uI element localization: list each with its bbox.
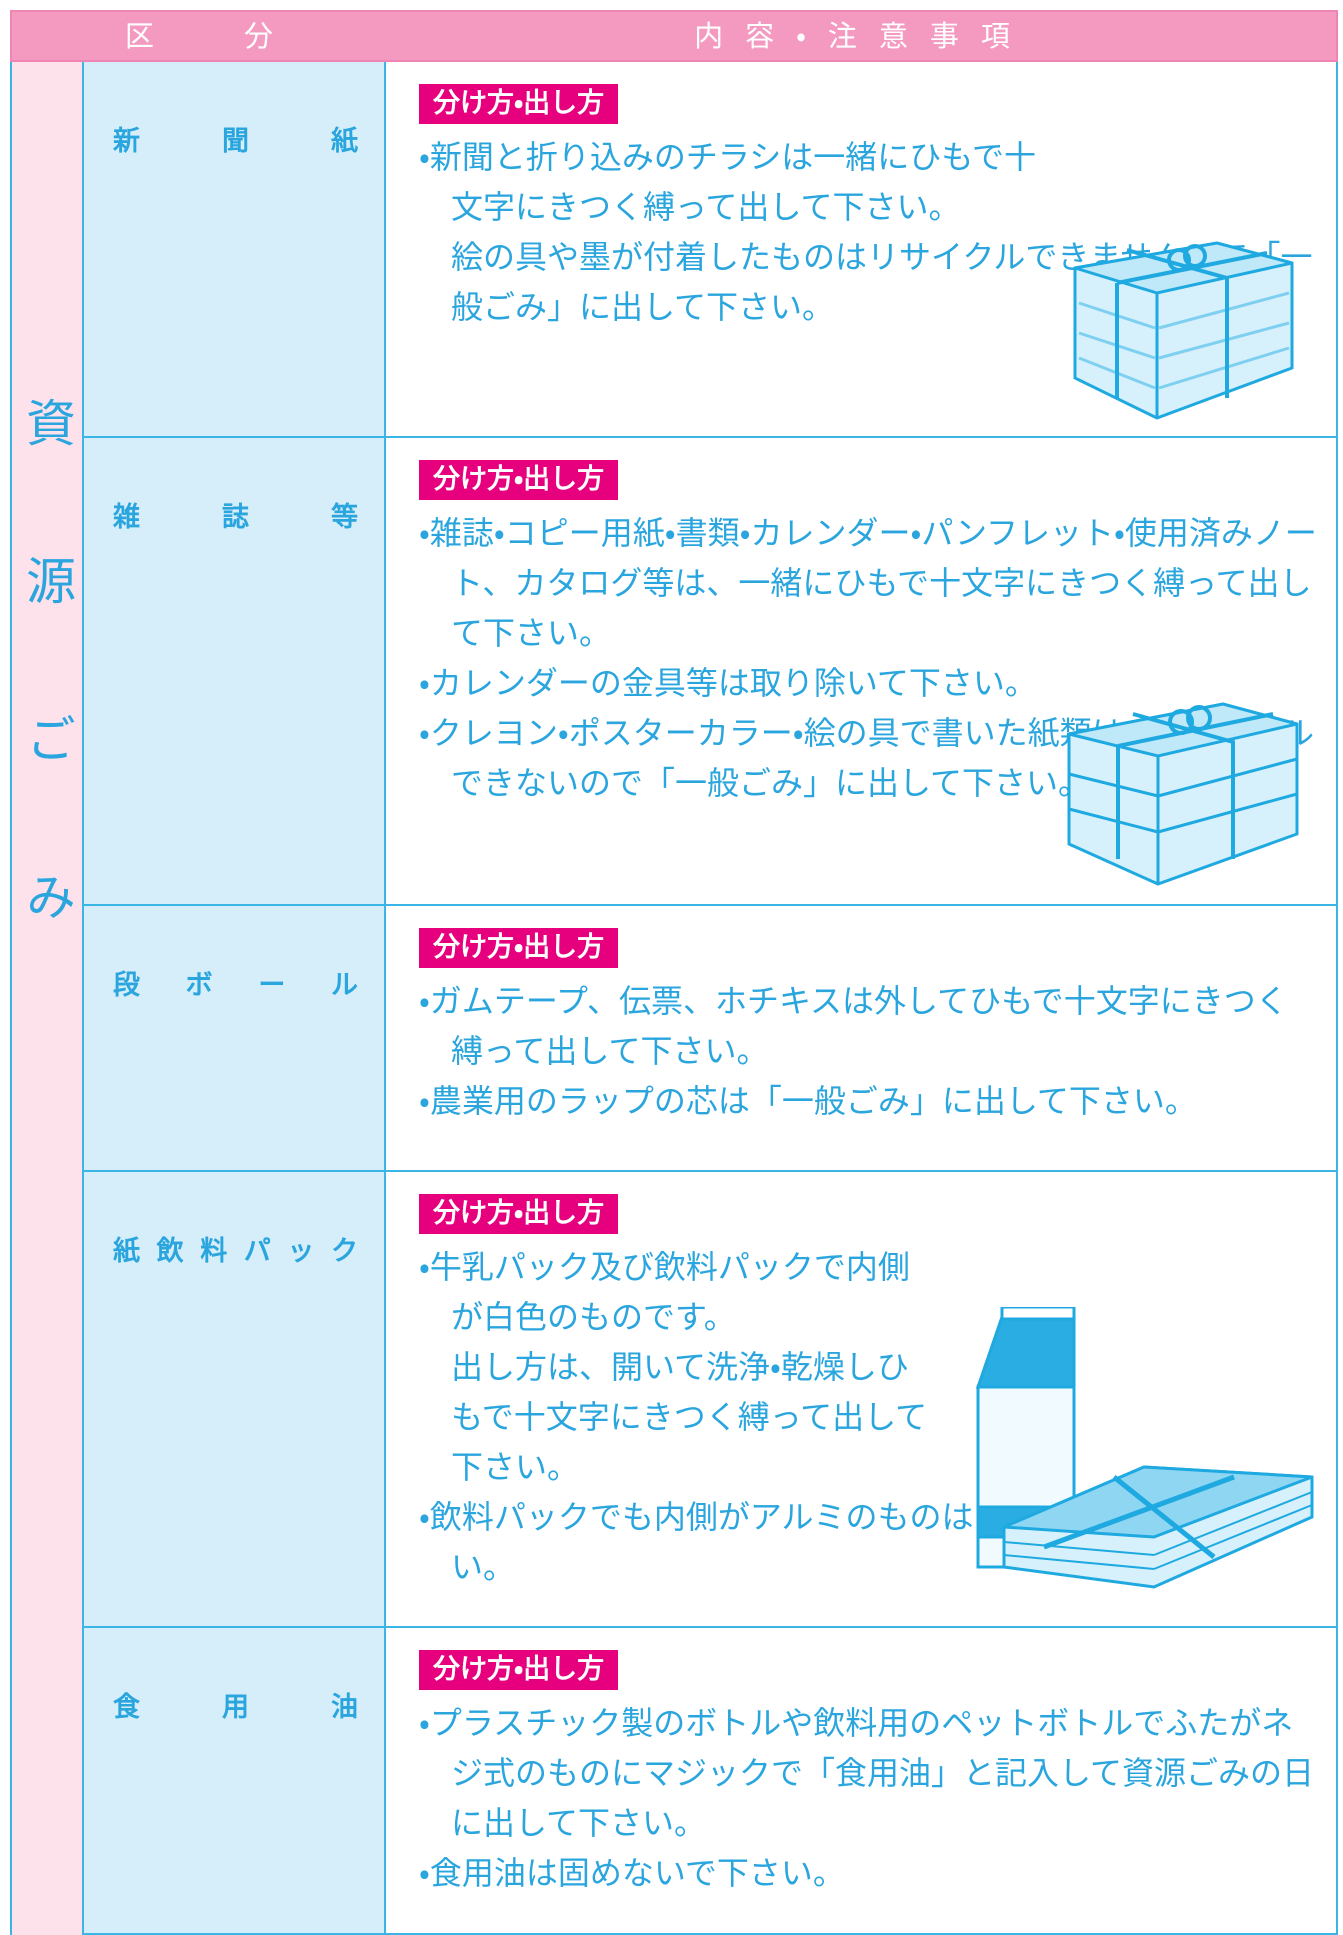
category-cell: 新聞紙 xyxy=(84,62,386,438)
category-label: 新聞紙 xyxy=(113,126,358,157)
item: ・カレンダーの金具等は取り除いて下さい。 xyxy=(419,664,1037,702)
item: ・プラスチック製のボトルや飲料用のペットボトルでふたがネジ式のものにマジックで「… xyxy=(419,1704,1315,1842)
section-column: 資源ごみ xyxy=(10,62,84,1935)
illustration xyxy=(1067,702,1299,886)
content-cell: 分け方・出し方・ガムテープ、伝票、ホチキスは外してひもで十文字にきつく縛って出し… xyxy=(386,906,1338,1172)
section-heading: 分け方・出し方 xyxy=(419,84,619,124)
illustration xyxy=(975,1307,1314,1589)
category-cell: 紙飲料パック xyxy=(84,1172,386,1628)
section-heading: 分け方・出し方 xyxy=(419,928,619,968)
item: ・ガムテープ、伝票、ホチキスは外してひもで十文字にきつく縛って出して下さい。 xyxy=(419,982,1288,1070)
illustration xyxy=(1073,241,1294,420)
section-heading: 分け方・出し方 xyxy=(419,1650,619,1690)
content-cell: 分け方・出し方・雑誌・コピー用紙・書類・カレンダー・パンフレット・使用済みノート… xyxy=(386,438,1338,906)
header-cell: 区分 xyxy=(124,19,363,53)
section-heading: 分け方・出し方 xyxy=(419,460,619,500)
category-label: 雑誌等 xyxy=(113,502,358,533)
item: ・農業用のラップの芯は「一般ごみ」に出して下さい。 xyxy=(419,1082,1197,1120)
category-cell: 食用油 xyxy=(84,1628,386,1935)
category-label: 食用油 xyxy=(113,1692,358,1723)
item: 出し方は、開いて洗浄・乾燥しひもで十文字にきつく縛って出して下さい。 xyxy=(451,1348,928,1486)
category-cell: 段ボール xyxy=(84,906,386,1172)
category-cell: 雑誌等 xyxy=(84,438,386,906)
item: ・雑誌・コピー用紙・書類・カレンダー・パンフレット・使用済みノート、カタログ等は… xyxy=(419,514,1317,652)
item: ・新聞と折り込みのチラシは一緒にひもで十文字にきつく縛って出して下さい。 xyxy=(419,138,1036,226)
table-header: 区分 内容・注意事項 xyxy=(10,10,1338,62)
content-cell: 分け方・出し方・プラスチック製のボトルや飲料用のペットボトルでふたがネジ式のもの… xyxy=(386,1628,1338,1935)
item: ・食用油は固めないで下さい。 xyxy=(419,1854,845,1892)
header-cell: 内容・注意事項 xyxy=(694,19,1032,53)
category-label: 段ボール xyxy=(113,970,358,1001)
section-heading: 分け方・出し方 xyxy=(419,1194,619,1234)
category-label: 紙飲料パック xyxy=(113,1236,358,1267)
section-label: 資源ごみ xyxy=(18,397,76,1029)
item: ・牛乳パック及び飲料パックで内側が白色のものです。 xyxy=(419,1248,910,1336)
